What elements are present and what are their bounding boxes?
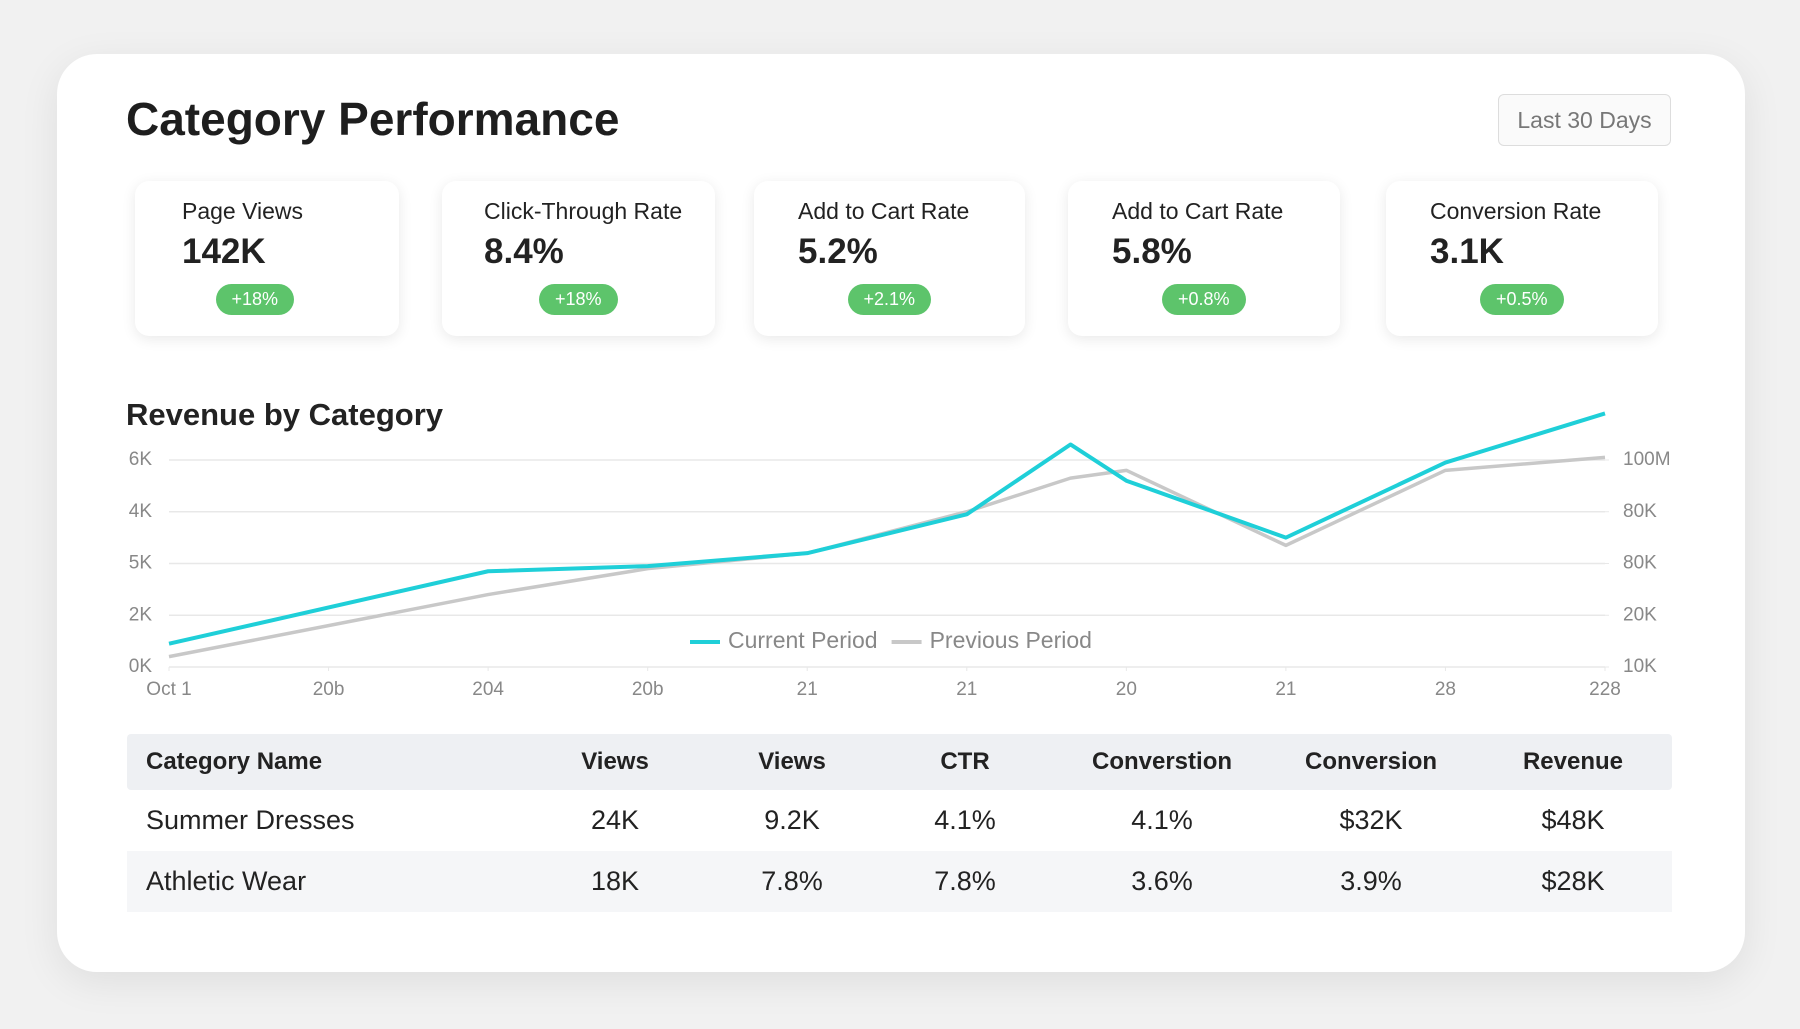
x-tick-label: 20b (313, 679, 345, 700)
table-cell: Converstion (1091, 748, 1233, 775)
kpi-label: Add to Cart Rate (1112, 198, 1284, 224)
x-tick-label: 20b (632, 679, 664, 700)
kpi-value: 5.2% (798, 232, 878, 271)
y2-tick-label: 10K (1623, 656, 1657, 677)
legend-label: Current Period (728, 627, 878, 653)
change-badge: +18% (215, 284, 295, 315)
y2-tick-label: 80K (1623, 501, 1657, 522)
x-tick-label: Oct 1 (146, 679, 191, 700)
y-tick-label: 2K (129, 604, 153, 625)
y-tick-label: 4K (129, 501, 153, 522)
table-cell: Category Name (146, 748, 323, 775)
table-cell: $48K (1541, 805, 1605, 835)
table-cell: 24K (590, 805, 640, 835)
x-tick-label: 228 (1589, 679, 1621, 700)
table-cell: 4.1% (1131, 805, 1193, 835)
table-cell: 9.2K (764, 805, 820, 835)
table-cell: 7.8% (934, 866, 996, 896)
x-tick-label: 20 (1116, 679, 1137, 700)
legend-label: Previous Period (930, 627, 1092, 653)
x-tick-label: 21 (797, 679, 818, 700)
y2-tick-label: 100M (1623, 449, 1671, 470)
date-range-button[interactable]: Last 30 Days (1498, 94, 1671, 146)
y-tick-label: 5K (129, 553, 153, 574)
y2-tick-label: 20K (1623, 604, 1657, 625)
table-cell: Summer Dresses (146, 805, 355, 835)
y-tick-label: 0K (129, 656, 153, 677)
category-table: Category Name Views Views CTR Converstion Con… (127, 734, 1672, 912)
kpi-label: Page Views (182, 198, 304, 224)
table-cell: 3.9% (1340, 866, 1402, 896)
x-tick-label: 21 (1275, 679, 1296, 700)
table-cell: Athletic Wear (146, 866, 307, 896)
table-cell: $32K (1339, 805, 1403, 835)
x-tick-label: 28 (1435, 679, 1456, 700)
chart-title: Revenue by Category (126, 397, 444, 432)
table-cell: Conversion (1304, 748, 1438, 775)
table-cell: Views (758, 748, 826, 775)
table-row[interactable]: Athletic Wear 18K 7.8% 7.8% 3.6% 3.9% $28K (127, 851, 1672, 912)
kpi-card: Add to Cart Rate 5.8% +0.8% (1068, 181, 1340, 336)
table-cell: $28K (1541, 866, 1605, 896)
series-line (168, 411, 1606, 646)
table-cell: CTR (940, 748, 990, 775)
kpi-value: 3.1K (1430, 232, 1504, 271)
table-cell: 4.1% (934, 805, 996, 835)
kpi-value: 142K (182, 232, 266, 271)
table-header-row: Category Name Views Views CTR Converstion Con… (127, 734, 1672, 790)
kpi-card: Click-Through Rate 8.4% +18% (442, 181, 715, 336)
kpi-label: Conversion Rate (1430, 198, 1602, 224)
kpi-value: 5.8% (1112, 232, 1192, 271)
change-badge: +18% (539, 284, 618, 315)
kpi-card: Add to Cart Rate 5.2% +2.1% (754, 181, 1025, 336)
kpi-card: Conversion Rate 3.1K +0.5% (1386, 181, 1658, 336)
page-title: Category Performance (126, 93, 620, 145)
table-cell: Views (581, 748, 649, 775)
series-line (168, 455, 1606, 659)
y-tick-label: 6K (129, 449, 153, 470)
kpi-label: Add to Cart Rate (798, 198, 970, 224)
y2-tick-label: 80K (1623, 553, 1657, 574)
x-tick-label: 21 (956, 679, 977, 700)
x-tick-label: 204 (472, 679, 504, 700)
table-cell: Revenue (1522, 748, 1624, 775)
table-cell: 18K (590, 866, 640, 896)
change-badge: +0.8% (1162, 284, 1246, 315)
table-row[interactable]: Summer Dresses 24K 9.2K 4.1% 4.1% $32K $48K (127, 790, 1672, 851)
kpi-card: Page Views 142K +18% (135, 181, 399, 336)
kpi-label: Click-Through Rate (484, 198, 683, 224)
change-badge: +2.1% (847, 284, 932, 315)
table-cell: 7.8% (761, 866, 823, 896)
change-badge: +0.5% (1480, 284, 1564, 315)
kpi-value: 8.4% (484, 232, 564, 271)
table-cell: 3.6% (1131, 866, 1193, 896)
